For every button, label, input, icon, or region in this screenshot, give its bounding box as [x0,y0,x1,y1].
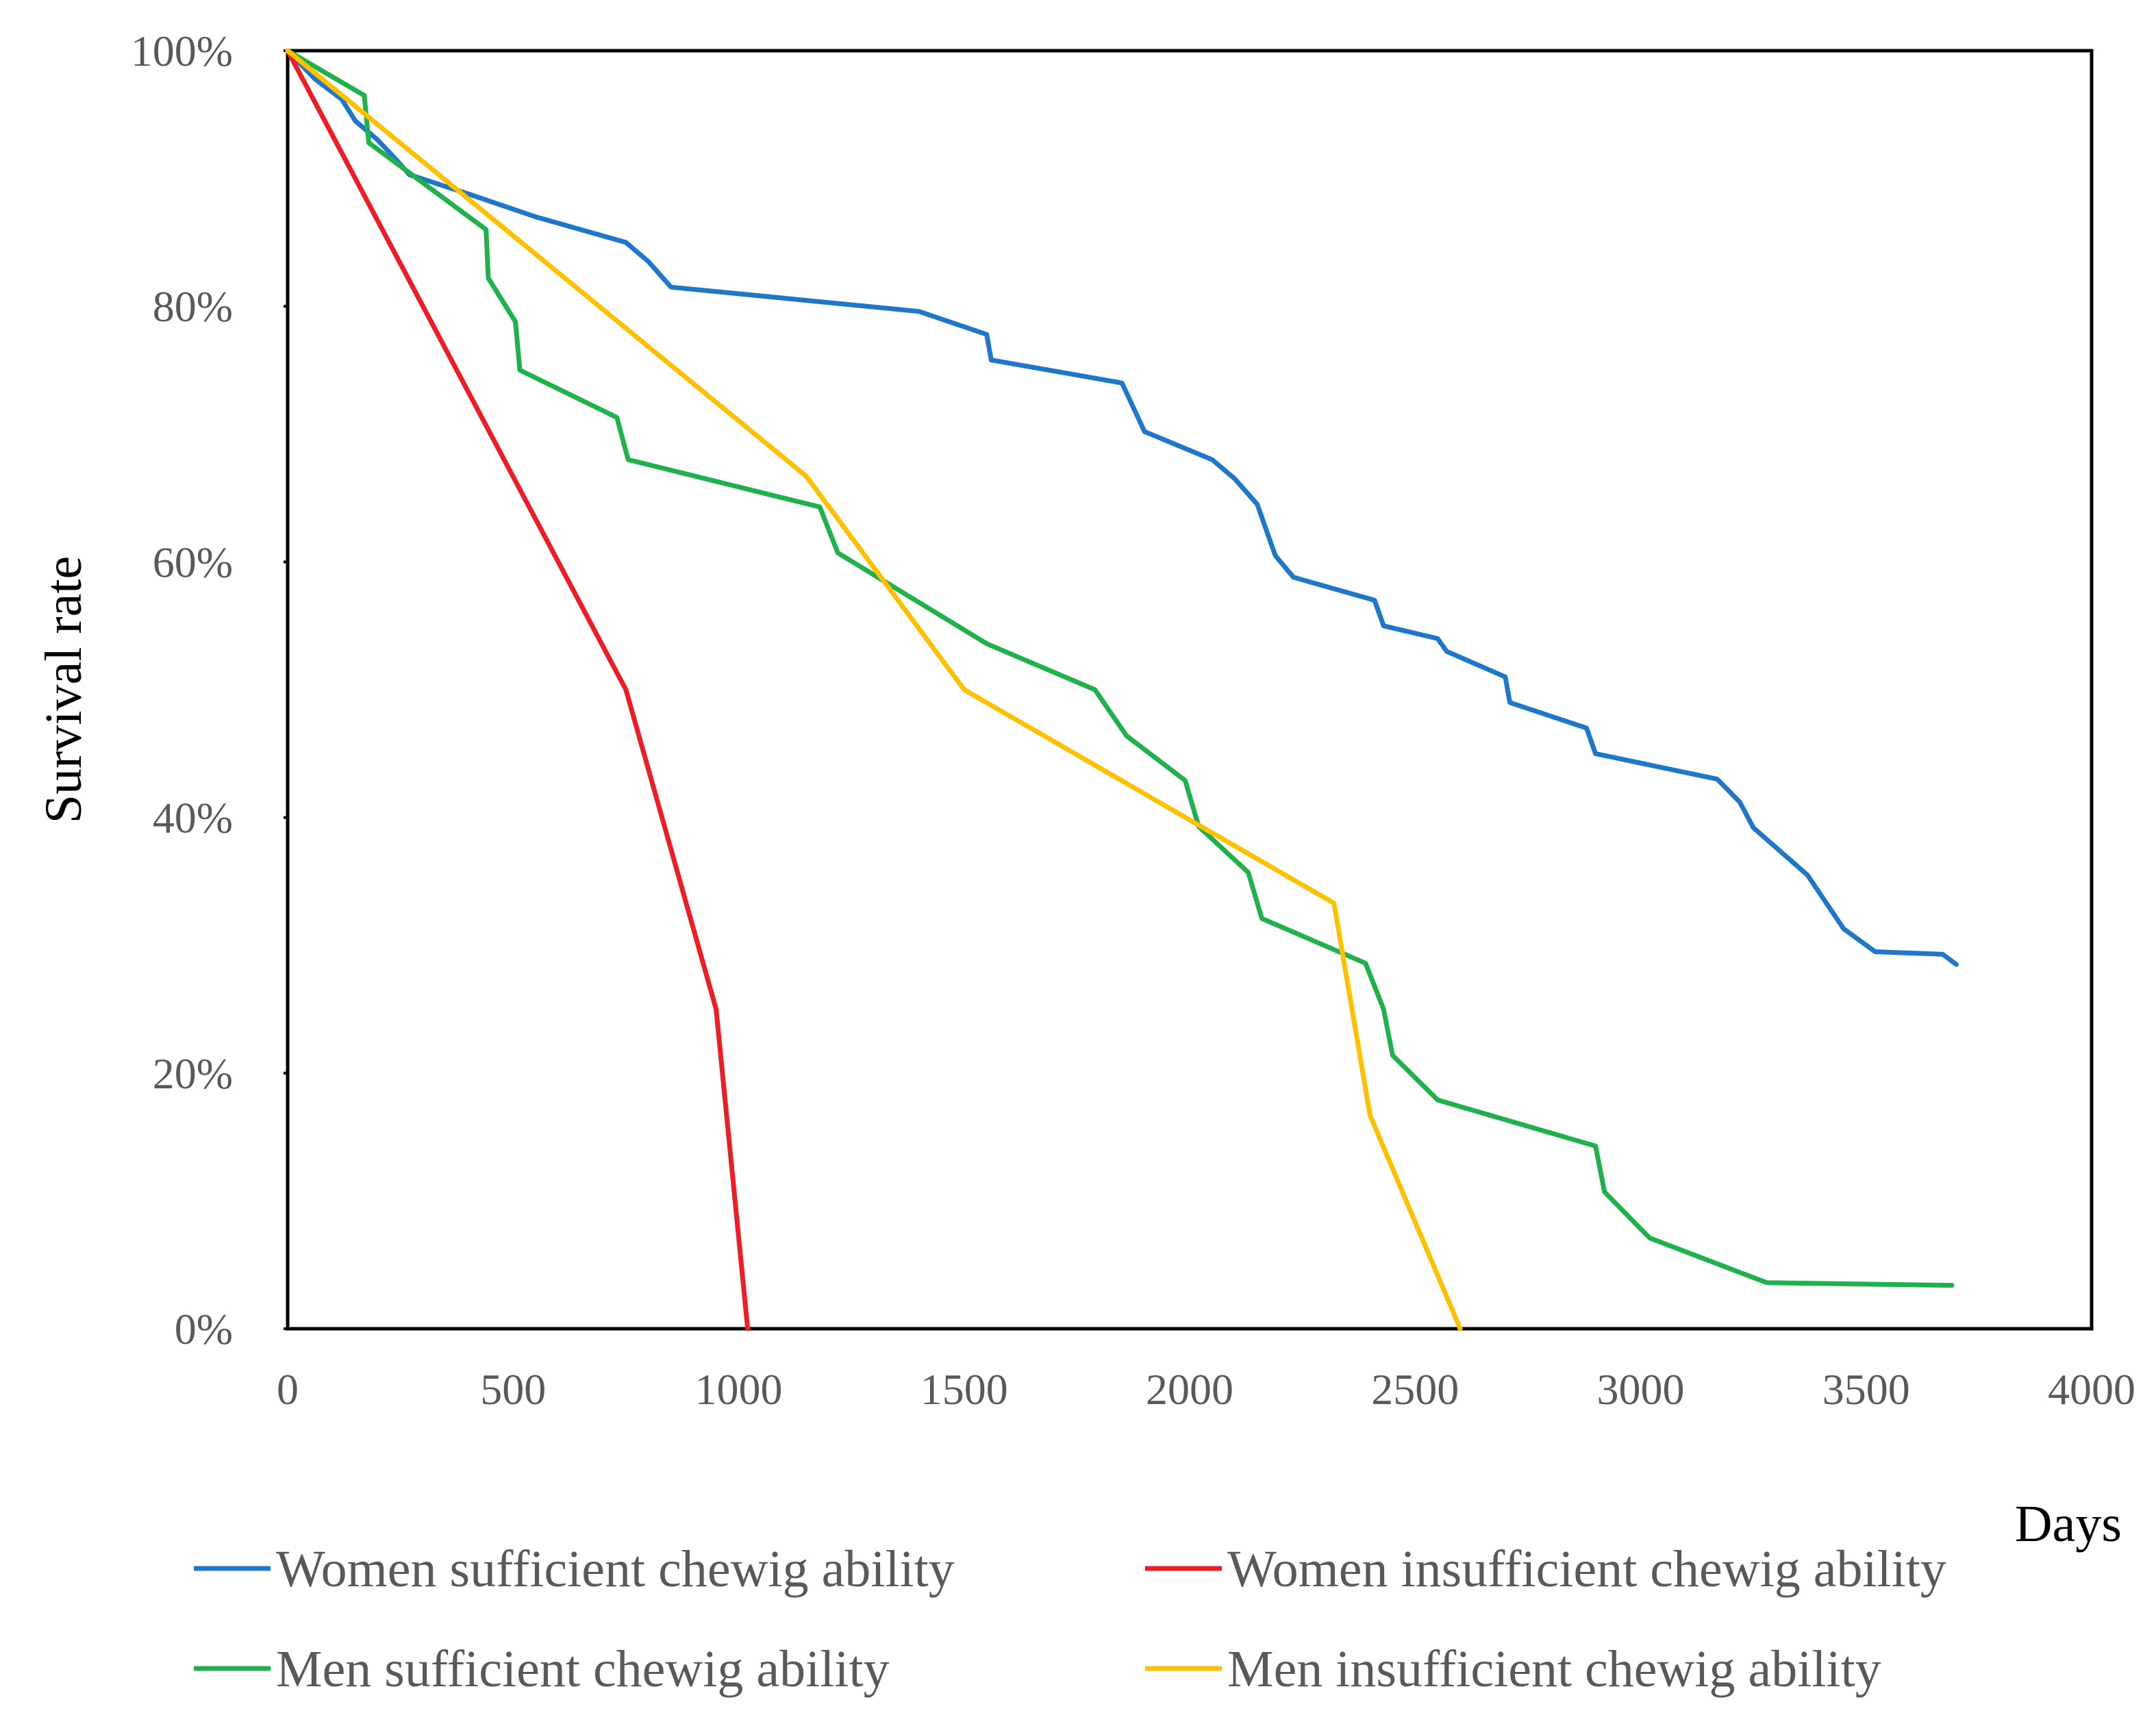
series-group [285,48,1959,1331]
x-tick-label: 1500 [920,1365,1008,1414]
legend-label-2: Women insufficient chewig ability [1227,1540,1946,1598]
y-tick-label: 100% [131,27,233,75]
plot-frame [286,49,2094,1331]
x-tick-label: 0 [277,1365,299,1414]
legend: Women sufficient chewig ability Women ins… [194,1540,1946,1698]
x-tick-label: 1000 [695,1365,783,1414]
y-tick-label: 40% [153,794,233,842]
x-tick-label: 500 [480,1365,546,1414]
series-line-3 [285,48,1955,1288]
legend-label-4: Men insufficient chewig ability [1227,1640,1881,1698]
y-axis-title: Survival rate [35,556,92,823]
axes-group [284,49,2094,1331]
x-tick-label: 3000 [1597,1365,1685,1414]
y-tick-label: 80% [153,282,233,331]
series-line-2 [285,48,751,1331]
series-line-1 [285,48,1959,967]
y-tick-label: 20% [153,1049,233,1098]
tick-labels-group: 0% 20% 40% 60% 80% 100% 0 500 1000 1500 2000 2500 30… [131,27,2135,1414]
y-tick-label: 60% [153,538,233,586]
x-tick-label: 3500 [1822,1365,1910,1414]
series-line-4 [285,48,1463,1331]
x-tick-label: 2000 [1146,1365,1233,1414]
x-tick-label: 4000 [2048,1365,2135,1414]
y-tick-label: 0% [175,1305,233,1353]
x-axis-title: Days [2015,1495,2122,1553]
legend-label-1: Women sufficient chewig ability [276,1540,955,1598]
x-tick-label: 2500 [1371,1365,1459,1414]
legend-label-3: Men sufficient chewig ability [276,1640,890,1698]
